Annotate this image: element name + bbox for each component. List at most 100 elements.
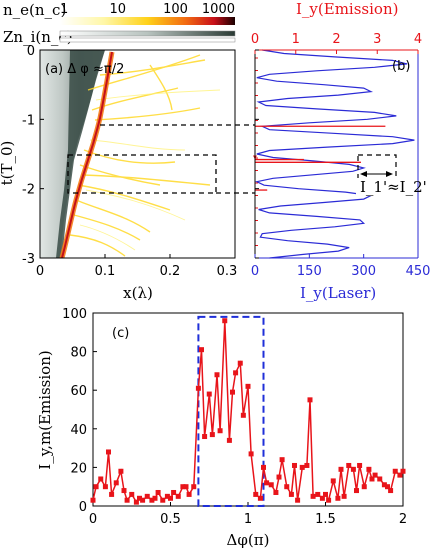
emission-peak-marker [233, 370, 239, 376]
emission-peak-marker [315, 491, 321, 497]
colorbar-ne-tick-label: 1 [60, 2, 68, 17]
panel-a-ytick-label: -1 [22, 113, 35, 128]
emission-peak-marker [160, 497, 166, 503]
emission-peak-marker [392, 468, 398, 474]
panel-a-xlabel: x(λ) [123, 284, 153, 302]
emission-peak-marker [230, 389, 235, 395]
panel-b-top-tick-label: 1 [292, 32, 300, 47]
panel-a-xtick-label: 0.2 [160, 264, 181, 279]
emission-peak-marker [121, 488, 127, 494]
panel-c-xtick-label: 1.5 [315, 512, 336, 527]
colorbar-ne-tick-label: 10 [109, 2, 126, 17]
colorbar-ne-ticks: 1 10 100 1000 [60, 2, 235, 17]
panel-c-ytick-label: 20 [70, 461, 87, 476]
emission-peak-marker [222, 318, 228, 324]
emission-peak-marker [292, 462, 297, 468]
emission-peak-marker [310, 493, 316, 499]
emission-peak-marker [273, 489, 279, 495]
panel-a-xtick-label: 0 [36, 264, 44, 279]
emission-peak-marker [102, 484, 108, 490]
panel-b-top-tick-label: 3 [373, 32, 381, 47]
emission-peak-marker [199, 347, 204, 353]
panel-a-tag: (a) Δ φ ≈π/2 [45, 62, 124, 77]
emission-peak-marker [284, 484, 290, 490]
panel-c-ytick-label: 40 [70, 423, 87, 438]
panel-a-ylabel: t(T_0) [0, 141, 16, 186]
emission-peak-marker [144, 493, 150, 499]
emission-peak-marker [152, 495, 158, 501]
emission-peak-marker [307, 397, 313, 403]
emission-peak-marker [209, 432, 215, 438]
emission-peak-marker [295, 497, 301, 503]
laser-intensity-line [254, 49, 415, 259]
emission-peak-marker [113, 480, 119, 486]
emission-peak-marker [214, 372, 220, 378]
panel-c-dashed-box [197, 315, 265, 507]
panel-c-ytick-label: 100 [62, 307, 87, 322]
panel-a-ytick-label: -2 [22, 183, 35, 198]
colorbar-ne-tick-label: 100 [163, 2, 188, 17]
emission-peak-marker [338, 466, 344, 472]
emission-peak-marker [137, 495, 142, 501]
emission-peak-marker [168, 495, 173, 501]
emission-peak-line [92, 320, 404, 504]
panel-c-ylabel: I_y,m(Emission) [36, 350, 54, 469]
emission-peak-marker [257, 495, 263, 501]
emission-peak-marker [109, 491, 115, 497]
emission-peak-marker [195, 385, 201, 391]
emission-peak-marker [206, 391, 212, 397]
panel-a-dashed-box [67, 154, 217, 194]
emission-peak-marker [299, 464, 305, 470]
panel-c-ytick-label: 80 [70, 346, 87, 361]
emission-peak-marker [140, 497, 146, 503]
emission-peak-marker [385, 484, 390, 490]
emission-peak-marker [240, 412, 246, 418]
colorbar-ne-tick-label: 1000 [202, 2, 235, 17]
emission-peak-marker [248, 451, 254, 457]
emission-peak-marker [129, 491, 135, 497]
emission-peak-marker [171, 489, 177, 495]
emission-peak-marker [245, 383, 251, 389]
colorbar-zni-sub [59, 37, 236, 43]
emission-peak-marker [388, 488, 394, 494]
emission-peak-marker [346, 462, 352, 468]
emission-peak-marker [288, 491, 294, 497]
emission-peak-marker [350, 466, 356, 472]
emission-peak-marker [217, 428, 223, 434]
panel-a-ticks: 0 0.1 0.2 0.3 0 -1 -2 -3 [22, 44, 237, 279]
panel-a: 0 0.1 0.2 0.3 0 -1 -2 -3 (a) Δ φ ≈π/2 t(T_0) x(… [0, 44, 237, 302]
emission-peak-marker [372, 472, 378, 478]
panel-b-top-tick-label: 0 [251, 32, 259, 47]
panel-b-top-label: I_y(Emission) [296, 0, 398, 18]
emission-peak-marker [183, 484, 189, 490]
emission-peak-marker [326, 497, 332, 503]
emission-peak-marker [164, 493, 170, 499]
emission-peak-marker [133, 499, 139, 505]
panel-c-ytick-label: 0 [79, 500, 87, 515]
emission-peak-marker [191, 484, 197, 490]
emission-peak-marker [304, 462, 310, 468]
emission-peak-marker [369, 476, 375, 482]
panel-a-ytick-label: -3 [22, 252, 35, 267]
emission-peak-marker [149, 497, 155, 503]
emission-peak-marker [323, 491, 328, 497]
emission-peak-marker [90, 497, 96, 503]
panel-a-xtick-label: 0.3 [217, 264, 238, 279]
emission-peak-marker [98, 476, 104, 482]
panel-c-ytick-label: 60 [70, 384, 87, 399]
colorbar-ne-label: n_e(n_c) [3, 1, 66, 19]
emission-peak-marker [253, 491, 259, 497]
emission-peak-marker [237, 360, 243, 366]
emission-peak-marker [354, 488, 359, 494]
panel-b-tag: (b) [392, 59, 410, 74]
panel-c-xlabel: Δφ(π) [227, 531, 270, 549]
panel-a-ytick-label: 0 [27, 44, 35, 59]
emission-peak-marker [361, 484, 367, 490]
emission-peak-marker [381, 482, 387, 488]
colorbar-zni-label: Zn_i(n_c) [3, 28, 73, 46]
panel-c-frame [92, 312, 404, 507]
panel-b-bottom-label: I_y(Laser) [300, 284, 376, 302]
colorbar-group: n_e(n_c) 1 10 100 1000 Zn_i(n_c) [3, 1, 236, 46]
